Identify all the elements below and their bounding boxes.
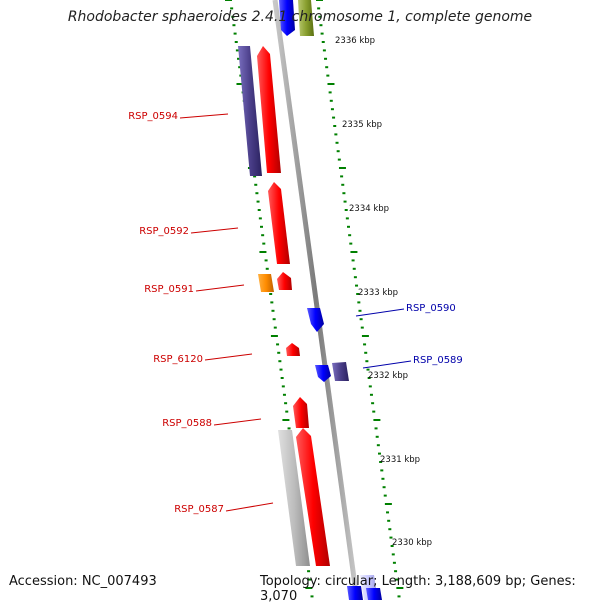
gene-orange-0591[interactable] xyxy=(258,274,274,292)
gene-blue-0590[interactable] xyxy=(307,308,324,332)
accession-text: Accession: NC_007493 xyxy=(9,574,157,589)
gene-purple-0594[interactable] xyxy=(238,46,262,176)
gene-glyphs xyxy=(238,0,382,600)
gene-blue-bottom-1[interactable] xyxy=(347,586,363,600)
scale-tick-label: 2332 kbp xyxy=(368,371,408,381)
leader-rsp-0590 xyxy=(355,308,405,317)
gene-label[interactable]: RSP_0589 xyxy=(413,355,463,366)
gene-label[interactable]: RSP_0587 xyxy=(174,504,224,515)
leader-rsp-0588 xyxy=(213,418,262,426)
gene-blue-top[interactable] xyxy=(279,0,295,36)
genome-title: Rhodobacter sphaeroides 2.4.1 chromosome… xyxy=(67,9,533,25)
gene-label[interactable]: RSP_0592 xyxy=(139,226,189,237)
scale-tick-label: 2335 kbp xyxy=(342,120,382,130)
chromosome-backbone xyxy=(272,0,360,600)
scale-tick-label: 2334 kbp xyxy=(349,204,389,214)
gene-purple-0589[interactable] xyxy=(332,362,349,381)
gene-label[interactable]: RSP_0590 xyxy=(406,303,456,314)
gene-red-0592[interactable] xyxy=(268,182,290,264)
leader-rsp-0594 xyxy=(179,113,229,119)
gene-red-0591[interactable] xyxy=(277,272,292,290)
scale-tick-label: 2331 kbp xyxy=(380,455,420,465)
leader-rsp-0592 xyxy=(190,227,239,234)
gene-blue-bottom-2[interactable] xyxy=(366,588,382,600)
scale-tick-label: 2333 kbp xyxy=(358,288,398,298)
gene-red-0587[interactable] xyxy=(296,428,330,566)
gene-label[interactable]: RSP_0588 xyxy=(162,418,212,429)
gene-olive-top[interactable] xyxy=(298,0,314,36)
gene-red-0594[interactable] xyxy=(257,46,281,173)
gene-red-6120[interactable] xyxy=(286,343,300,356)
gene-gray-0587[interactable] xyxy=(278,430,310,566)
gene-blue-0589[interactable] xyxy=(315,365,331,382)
label-leaders xyxy=(179,113,412,512)
gene-label[interactable]: RSP_0594 xyxy=(128,111,178,122)
gene-red-0588[interactable] xyxy=(293,397,309,428)
scale-tick-label: 2336 kbp xyxy=(335,36,375,46)
gene-label[interactable]: RSP_0591 xyxy=(144,284,194,295)
scale-tick-label: 2330 kbp xyxy=(392,538,432,548)
leader-rsp-0587 xyxy=(225,502,274,512)
leader-rsp-6120 xyxy=(204,353,253,361)
leader-rsp-0591 xyxy=(195,284,245,292)
gene-label[interactable]: RSP_6120 xyxy=(153,354,203,365)
leader-rsp-0589 xyxy=(362,360,412,369)
